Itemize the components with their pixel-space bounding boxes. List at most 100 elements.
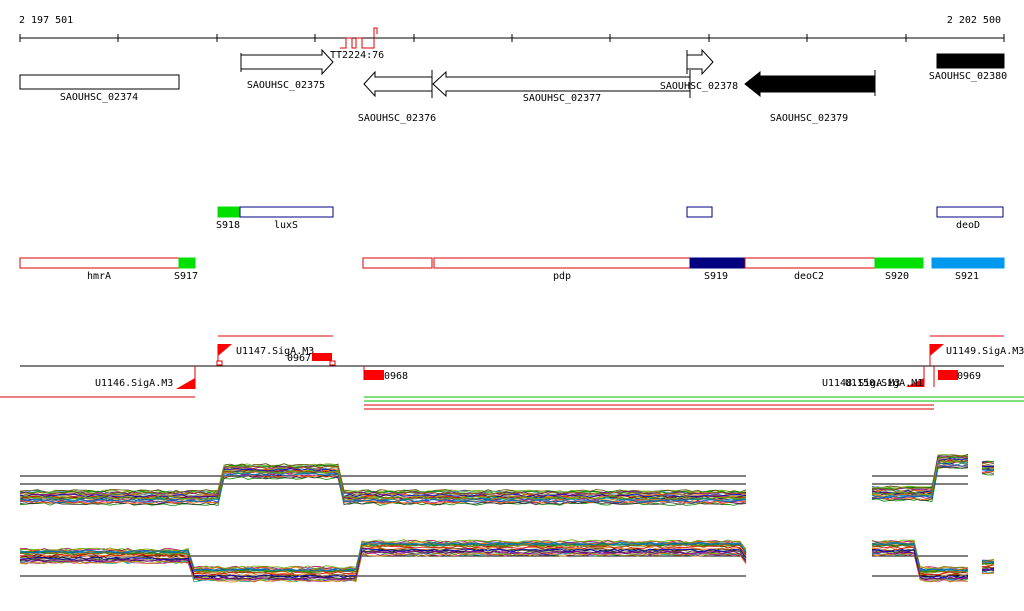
srna-0968[interactable]: 0968: [363, 366, 408, 382]
gene-saouhsc-02378[interactable]: SAOUHSC_02378: [660, 48, 738, 92]
expression-profile-line: [981, 473, 995, 476]
expression-profile-line: [19, 550, 747, 581]
expression-profile-line: [19, 464, 747, 495]
expression-profile-line: [871, 460, 969, 496]
expression-profile-line: [981, 470, 995, 474]
srna-label: 0967: [287, 353, 311, 364]
operon-segment-s917[interactable]: [178, 257, 196, 269]
expression-profile-line: [981, 562, 995, 567]
gene-saouhsc-02377[interactable]: SAOUHSC_02377: [432, 70, 691, 104]
expression-profile-line: [19, 539, 747, 570]
expression-profile-line: [871, 461, 969, 497]
gene-label: SAOUHSC_02377: [523, 93, 601, 104]
expression-profile-line: [19, 550, 747, 581]
terminator-marker[interactable]: TT2224:76: [330, 27, 384, 61]
operon-segment-s921[interactable]: [931, 257, 1005, 269]
expression-profiles: [19, 453, 995, 583]
promoter-label: U1147.SigA.M3: [236, 346, 314, 357]
expression-profile-line: [871, 458, 969, 494]
expression-profile-line: [20, 474, 747, 505]
gene-saouhsc-02379[interactable]: SAOUHSC_02379: [744, 70, 876, 124]
end-coordinate: 2 202 500: [947, 15, 1001, 26]
expression-profile-line: [19, 463, 747, 494]
operon-segment-deod[interactable]: [936, 206, 1004, 218]
operon-label: hmrA: [87, 271, 111, 282]
promoter-u1146[interactable]: U1146.SigA.M3: [95, 366, 196, 389]
expression-profile-line: [871, 541, 969, 572]
expression-profile-line: [871, 550, 969, 581]
operon-segment-s920[interactable]: [874, 257, 924, 269]
expression-profile-line: [19, 473, 747, 504]
expression-profile-line: [981, 467, 995, 470]
promoter-u1150[interactable]: U1150.SigA.M1: [845, 366, 935, 389]
expression-profile-line: [19, 546, 747, 577]
expression-profile-line: [871, 539, 969, 570]
coordinate-ruler: 2 197 501 2 202 500: [19, 15, 1005, 42]
expression-profile-line: [981, 468, 994, 472]
operon-segment-unlabeled[interactable]: [686, 206, 713, 218]
expression-profile-line: [19, 544, 747, 575]
gene-saouhsc-02374[interactable]: SAOUHSC_02374: [19, 74, 180, 103]
expression-profile-line: [19, 542, 747, 573]
expression-profile-line: [19, 464, 747, 495]
expression-profile-line: [19, 548, 747, 579]
expression-profile-line: [871, 464, 969, 500]
expression-profile-line: [871, 544, 969, 574]
operon-label: S918: [216, 220, 240, 231]
operon-segment-s918[interactable]: [217, 206, 241, 218]
expression-profile-line: [19, 473, 747, 504]
read-lines: [364, 396, 1024, 410]
gene-label: SAOUHSC_02378: [660, 81, 738, 92]
expression-track-upper: [19, 453, 995, 506]
promoter-label: U1148.SigA.M3: [822, 378, 900, 389]
srna-0969[interactable]: 0969: [938, 370, 981, 382]
srna-label: 0969: [957, 371, 981, 382]
gene-label: SAOUHSC_02374: [60, 92, 138, 103]
expression-profile-line: [871, 455, 969, 491]
gene-saouhsc-02380[interactable]: SAOUHSC_02380: [929, 53, 1007, 82]
expression-profile-line: [871, 553, 969, 583]
promoter-srna-track: U1147.SigA.M3 U1146.SigA.M3 U1149.SigA.M…: [0, 335, 1024, 410]
gene-label: SAOUHSC_02375: [247, 80, 325, 91]
expression-profile-line: [19, 475, 747, 506]
operon-label: luxS: [274, 220, 298, 231]
operon-segment-pdp[interactable]: [433, 257, 691, 269]
promoter-u1148[interactable]: U1148.SigA.M3: [822, 366, 925, 389]
operon-label: pdp: [553, 271, 571, 282]
operon-label: S920: [885, 271, 909, 282]
gene-label: SAOUHSC_02380: [929, 71, 1007, 82]
promoter-label: U1150.SigA.M1: [845, 378, 923, 389]
expression-profile-line: [981, 472, 995, 474]
operon-segment-unlabeled[interactable]: [362, 257, 433, 269]
expression-profile-line: [19, 463, 747, 494]
expression-profile-line: [19, 472, 747, 503]
operon-label: deoD: [956, 220, 980, 231]
operon-segment-deoc2[interactable]: [744, 257, 876, 269]
start-coordinate: 2 197 501: [19, 15, 73, 26]
expression-profile-line: [982, 564, 995, 567]
expression-track-lower: [19, 539, 995, 583]
expression-profile-line: [19, 465, 747, 496]
operon-segment-s919[interactable]: [689, 257, 746, 269]
operon-label: S917: [174, 271, 198, 282]
operon-label: S919: [704, 271, 728, 282]
expression-profile-line: [981, 572, 995, 575]
expression-profile-line: [19, 541, 747, 572]
gene-saouhsc-02375[interactable]: SAOUHSC_02375: [240, 48, 334, 91]
gene-track: SAOUHSC_02374 SAOUHSC_02375 SAOUHSC_0237…: [19, 48, 1007, 124]
operon-track-bottom: hmrA S917 pdp S919 deoC2 S920 S921: [19, 257, 1005, 282]
srna-label: 0968: [384, 371, 408, 382]
expression-profile-line: [19, 467, 747, 498]
operon-segment-hmra[interactable]: [19, 257, 180, 269]
expression-profile-line: [871, 549, 969, 578]
expression-profile-line: [981, 560, 995, 564]
promoter-label: U1146.SigA.M3: [95, 378, 173, 389]
gene-saouhsc-02376[interactable]: SAOUHSC_02376: [358, 70, 436, 124]
srna-0967[interactable]: 0967: [216, 353, 336, 366]
operon-segment-luxs[interactable]: [239, 206, 334, 218]
expression-profile-line: [19, 542, 747, 572]
operon-label: deoC2: [794, 271, 824, 282]
promoter-u1149[interactable]: U1149.SigA.M3: [929, 344, 1024, 366]
expression-profile-line: [871, 465, 969, 502]
